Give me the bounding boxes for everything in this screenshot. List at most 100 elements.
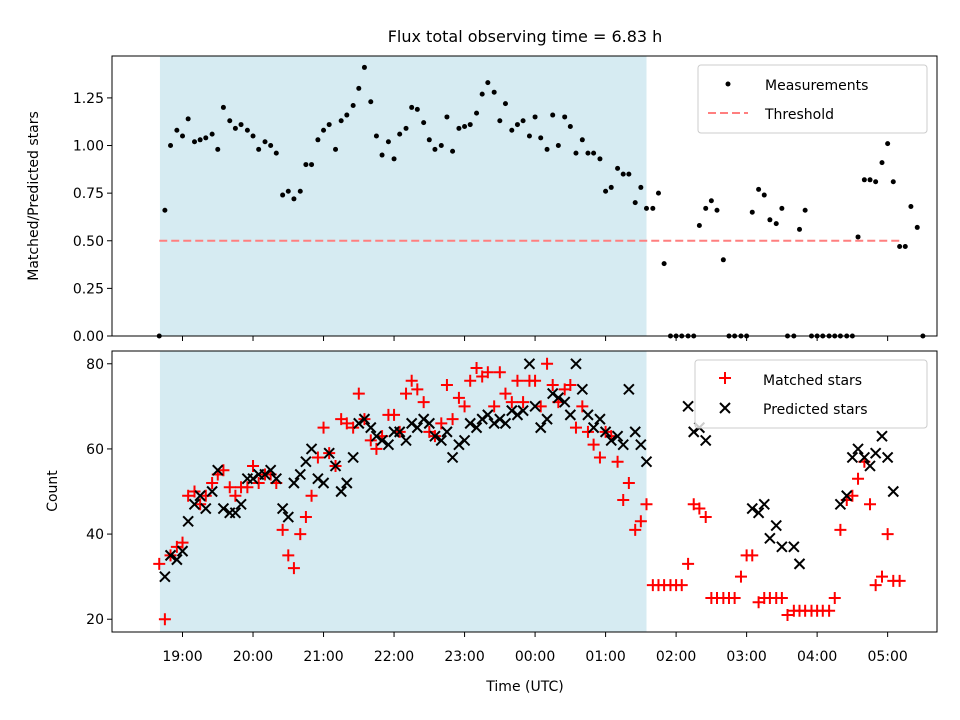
predicted-star-point	[629, 426, 641, 438]
matched-star-point	[317, 421, 330, 434]
measurement-point	[321, 127, 327, 133]
matched-star-point	[682, 557, 695, 570]
matched-star-point	[611, 455, 624, 468]
bottom-x-tick-label: 00:00	[515, 649, 555, 665]
matched-star-point	[206, 476, 219, 489]
measurement-point	[650, 205, 656, 211]
measurement-point	[655, 190, 661, 196]
measurement-point	[479, 91, 485, 97]
matched-star-point	[276, 523, 289, 536]
predicted-star-point	[587, 421, 600, 434]
measurement-point	[350, 103, 356, 109]
measurement-point	[309, 162, 315, 168]
measurement-point	[409, 104, 415, 110]
measurement-point	[238, 122, 244, 128]
matched-star-point	[388, 408, 401, 421]
predicted-star-point	[206, 485, 218, 498]
top-legend: Measurements Threshold	[697, 64, 928, 134]
matched-star-point	[541, 357, 554, 370]
matched-star-point	[488, 400, 501, 413]
matched-star-point	[158, 613, 171, 626]
measurement-point	[573, 150, 579, 156]
predicted-star-point	[576, 383, 589, 396]
measurement-point	[438, 143, 444, 149]
measurement-point	[368, 99, 374, 105]
predicted-star-point	[764, 532, 776, 545]
measurement-point	[227, 118, 233, 124]
predicted-star-point	[594, 413, 606, 425]
measurement-point	[532, 114, 538, 120]
measurement-point	[273, 150, 279, 156]
predicted-star-point	[482, 409, 494, 421]
predicted-star-point	[552, 392, 565, 404]
measurement-point	[620, 171, 626, 177]
top-y-axis-label: Matched/Predicted stars	[26, 111, 42, 281]
bottom-axes-frame	[111, 350, 938, 633]
predicted-star-point	[864, 460, 876, 472]
matched-star-point	[217, 464, 230, 477]
predicted-star-point	[182, 515, 194, 528]
predicted-star-point	[746, 502, 758, 515]
measurement-point	[538, 135, 544, 141]
measurement-point	[520, 118, 526, 124]
predicted-star-point	[264, 464, 277, 476]
top-y-tick-label: 0.50	[73, 234, 104, 250]
measurement-point	[426, 137, 432, 143]
predicted-star-point	[341, 477, 353, 489]
measurement-point	[497, 118, 503, 124]
bottom-axes: 20 40 60 80 19:00 20:00 21:00 22:00 23:00 00:00 01…	[86, 357, 908, 665]
legend-threshold-label: Threshold	[764, 107, 834, 123]
predicted-star-point	[276, 502, 289, 515]
matched-star-point	[223, 481, 236, 494]
matched-star-point	[340, 417, 353, 430]
measurement-point	[168, 143, 174, 149]
matched-star-point	[864, 498, 877, 511]
predicted-star-point	[400, 434, 412, 447]
legend-predicted-label: Predicted stars	[763, 402, 868, 418]
measurement-point	[180, 133, 186, 139]
measurement-point	[550, 112, 556, 118]
predicted-star-point	[235, 498, 247, 510]
measurement-point	[256, 146, 262, 152]
predicted-star-point	[212, 464, 224, 476]
predicted-star-point	[881, 451, 894, 464]
top-y-tick-label: 0.25	[73, 281, 104, 297]
measurement-point	[379, 152, 385, 158]
matched-star-point	[576, 400, 589, 413]
measurement-point	[873, 179, 879, 185]
matched-star-point	[634, 515, 647, 528]
bottom-legend: Matched stars Predicted stars	[694, 359, 928, 429]
legend-predicted-marker	[719, 402, 731, 414]
matched-star-point	[435, 417, 448, 430]
matched-star-point	[511, 374, 524, 387]
measurement-point	[902, 243, 908, 249]
predicted-star-point	[611, 430, 624, 442]
predicted-star-point	[758, 498, 770, 510]
matched-star-point	[587, 438, 600, 451]
matched-star-point	[464, 374, 477, 387]
matched-star-point	[517, 396, 530, 409]
bottom-x-tick-label: 19:00	[162, 649, 202, 665]
predicted-star-point	[300, 455, 312, 468]
measurement-point	[197, 137, 203, 143]
matched-star-point	[823, 604, 836, 617]
predicted-star-point	[499, 417, 512, 430]
bottom-plot-area	[153, 357, 906, 626]
predicted-star-point	[887, 485, 899, 498]
bottom-x-tick-label: 01:00	[585, 649, 625, 665]
measurement-point	[720, 257, 726, 263]
measurement-point	[291, 196, 297, 202]
measurement-point	[333, 146, 339, 152]
measurement-point	[797, 226, 802, 232]
measurement-point	[632, 200, 638, 206]
measurement-point	[450, 148, 456, 154]
measurement-point	[661, 261, 667, 267]
predicted-star-point	[470, 421, 483, 434]
matched-star-point	[440, 379, 453, 392]
matched-star-point	[294, 528, 307, 541]
bottom-x-tick-label: 05:00	[867, 649, 907, 665]
measurement-point	[509, 127, 515, 133]
bottom-y-tick-label: 40	[86, 527, 104, 543]
matched-star-point	[229, 489, 242, 502]
measurement-point	[626, 171, 632, 177]
